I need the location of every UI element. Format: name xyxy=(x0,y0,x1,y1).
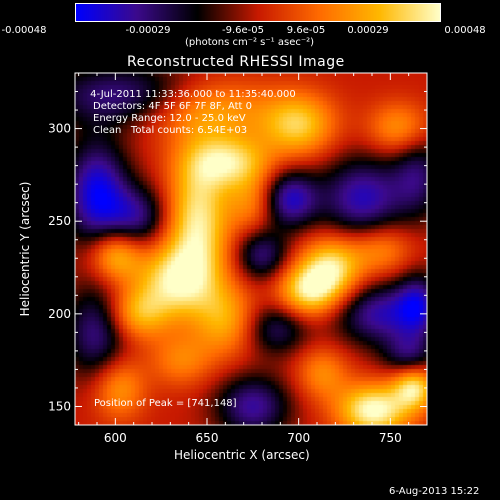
colorbar-tick-label: 9.6e-05 xyxy=(286,25,326,36)
annotation-energy: Energy Range: 12.0 - 25.0 keV xyxy=(93,113,246,124)
footer-date: 6-Aug-2013 15:22 xyxy=(389,486,480,497)
y-tick-label: 300 xyxy=(48,122,71,136)
colorbar-tick-label: -0.00048 xyxy=(1,25,47,36)
y-tick-label: 200 xyxy=(48,307,71,321)
x-tick-label: 600 xyxy=(104,431,127,445)
heatmap-image xyxy=(75,73,427,425)
x-axis-label: Heliocentric X (arcsec) xyxy=(174,448,310,462)
peak-position-label: Position of Peak = [741,148] xyxy=(94,398,237,409)
colorbar-unit-label: (photons cm⁻² s⁻¹ asec⁻²) xyxy=(185,37,315,48)
annotation-time: 4-Jul-2011 11:33:36.000 to 11:35:40.000 xyxy=(87,89,296,100)
chart-title: Reconstructed RHESSI Image xyxy=(127,54,345,70)
colorbar xyxy=(75,3,441,22)
annotation-detectors: Detectors: 4F 5F 6F 7F 8F, Att 0 xyxy=(93,101,253,112)
plot-frame xyxy=(74,72,428,426)
y-tick-label: 250 xyxy=(48,214,71,228)
x-tick-label: 750 xyxy=(379,431,402,445)
y-axis-label: Heliocentric Y (arcsec) xyxy=(18,181,32,317)
x-tick-label: 700 xyxy=(287,431,310,445)
colorbar-tick-label: 0.00029 xyxy=(347,25,389,36)
x-tick-label: 650 xyxy=(196,431,219,445)
colorbar-tick-label: -9.6e-05 xyxy=(222,25,264,36)
annotation-clean-counts: Clean Total counts: 6.54E+03 xyxy=(93,125,248,136)
y-tick-label: 150 xyxy=(48,399,71,413)
colorbar-tick-label: 0.00048 xyxy=(444,25,486,36)
colorbar-tick-label: -0.00029 xyxy=(125,25,171,36)
